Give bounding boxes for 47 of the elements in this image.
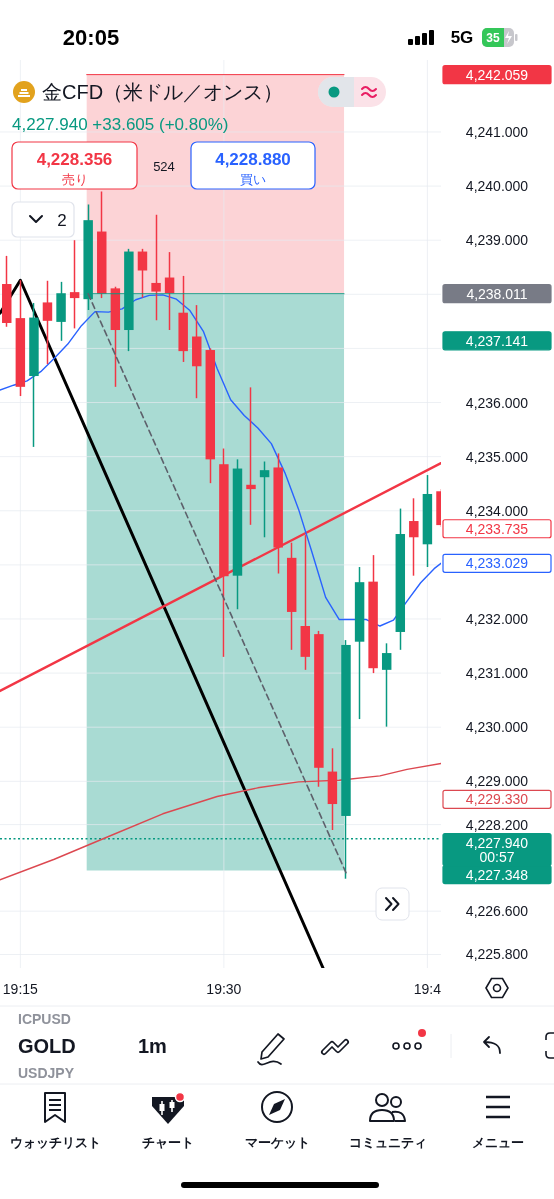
y-tick-label: 4,230.000: [465, 719, 529, 736]
text: 1m: [138, 1035, 167, 1057]
x-tick-label: 19:30: [206, 981, 242, 997]
text: GOLD: [18, 1035, 76, 1057]
y-tick-label: 4,226.600: [465, 903, 529, 920]
annotation: 2: [57, 210, 67, 230]
text: 4,227.940 +33.605 (+0.80%): [12, 114, 229, 134]
data-label: 4,233.029: [465, 555, 529, 572]
y-tick-label: 4,229.000: [465, 773, 529, 790]
y-tick-label: 4,236.000: [465, 394, 529, 411]
annotation: 4,228.880: [215, 149, 291, 169]
price-label: 4,233.735: [442, 519, 552, 539]
ref-line-label: 4,227.940 00:57: [465, 834, 529, 865]
y-tick-label: 4,240.000: [465, 178, 529, 195]
text: 20:05: [62, 24, 120, 50]
text: 金CFD（米ドル／オンス）: [42, 81, 284, 103]
y-tick-label: 4,228.200: [465, 816, 529, 833]
annotation: 買い: [240, 171, 266, 187]
text: ICPUSD: [18, 1011, 71, 1027]
price-label: 4,233.029: [442, 553, 552, 573]
text: 35: [486, 30, 500, 45]
y-tick-label: 4,231.000: [465, 665, 529, 682]
y-tick-label: 4,235.000: [465, 448, 529, 465]
text: ウォッチリスト: [9, 1134, 101, 1150]
x-tick-label: 19:4: [413, 981, 442, 997]
annotation: 売り: [61, 171, 88, 187]
text: コミュニティ: [349, 1134, 427, 1150]
text: マーケット: [244, 1134, 310, 1150]
annotation: 4,228.356: [36, 149, 113, 169]
price-label: 4,227.940 00:57: [442, 833, 552, 867]
text: メニュー: [472, 1134, 524, 1150]
price-label: 4,238.011: [442, 284, 552, 304]
price-label: 4,227.348: [442, 865, 552, 885]
price-label: 4,229.330: [442, 789, 552, 809]
annotation: 524: [153, 158, 175, 174]
y-tick-label: 4,225.800: [465, 946, 529, 963]
y-tick-label: 4,241.000: [465, 123, 529, 140]
text: チャート: [142, 1134, 194, 1150]
y-tick-label: 4,239.000: [465, 232, 529, 249]
x-tick-label: 19:15: [2, 981, 39, 997]
y-tick-label: 4,234.000: [465, 502, 529, 519]
price-label: 4,237.141: [442, 331, 552, 351]
text: USDJPY: [18, 1065, 75, 1081]
y-tick-label: 4,232.000: [465, 610, 529, 627]
text: 5G: [450, 27, 474, 47]
data-label: 4,229.330: [465, 791, 529, 808]
price-label: 4,242.059: [442, 65, 552, 85]
